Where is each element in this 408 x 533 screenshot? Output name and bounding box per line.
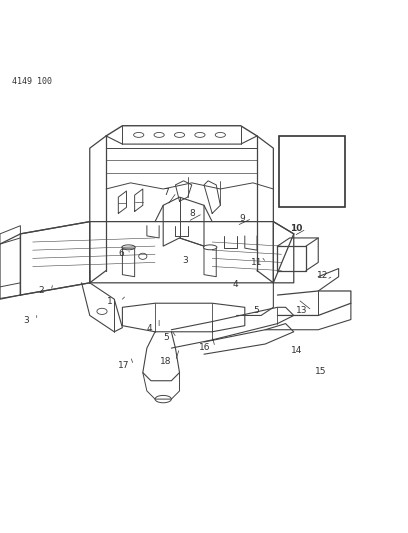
Text: 3: 3 [24, 316, 29, 325]
Bar [279, 136, 345, 207]
Text: 7: 7 [164, 188, 169, 197]
Text: 6: 6 [119, 249, 124, 258]
Text: 18: 18 [160, 357, 171, 366]
Text: 1: 1 [107, 297, 113, 306]
Text: 16: 16 [199, 343, 211, 352]
Text: 10: 10 [290, 224, 302, 233]
Text: 4149 100: 4149 100 [12, 77, 52, 86]
Text: 17: 17 [118, 361, 129, 370]
Text: 15: 15 [315, 367, 326, 376]
Text: 14: 14 [290, 346, 302, 356]
Text: 9: 9 [239, 214, 245, 223]
Text: 3: 3 [183, 256, 188, 265]
Text: 4: 4 [146, 324, 152, 333]
Text: 13: 13 [296, 306, 308, 315]
Text: 11: 11 [251, 258, 262, 267]
Text: 2: 2 [38, 286, 44, 295]
Text: 5: 5 [253, 306, 259, 315]
Text: 12: 12 [317, 271, 329, 280]
Text: 4: 4 [233, 280, 239, 289]
Text: 5: 5 [164, 334, 169, 342]
Text: 8: 8 [190, 209, 195, 218]
